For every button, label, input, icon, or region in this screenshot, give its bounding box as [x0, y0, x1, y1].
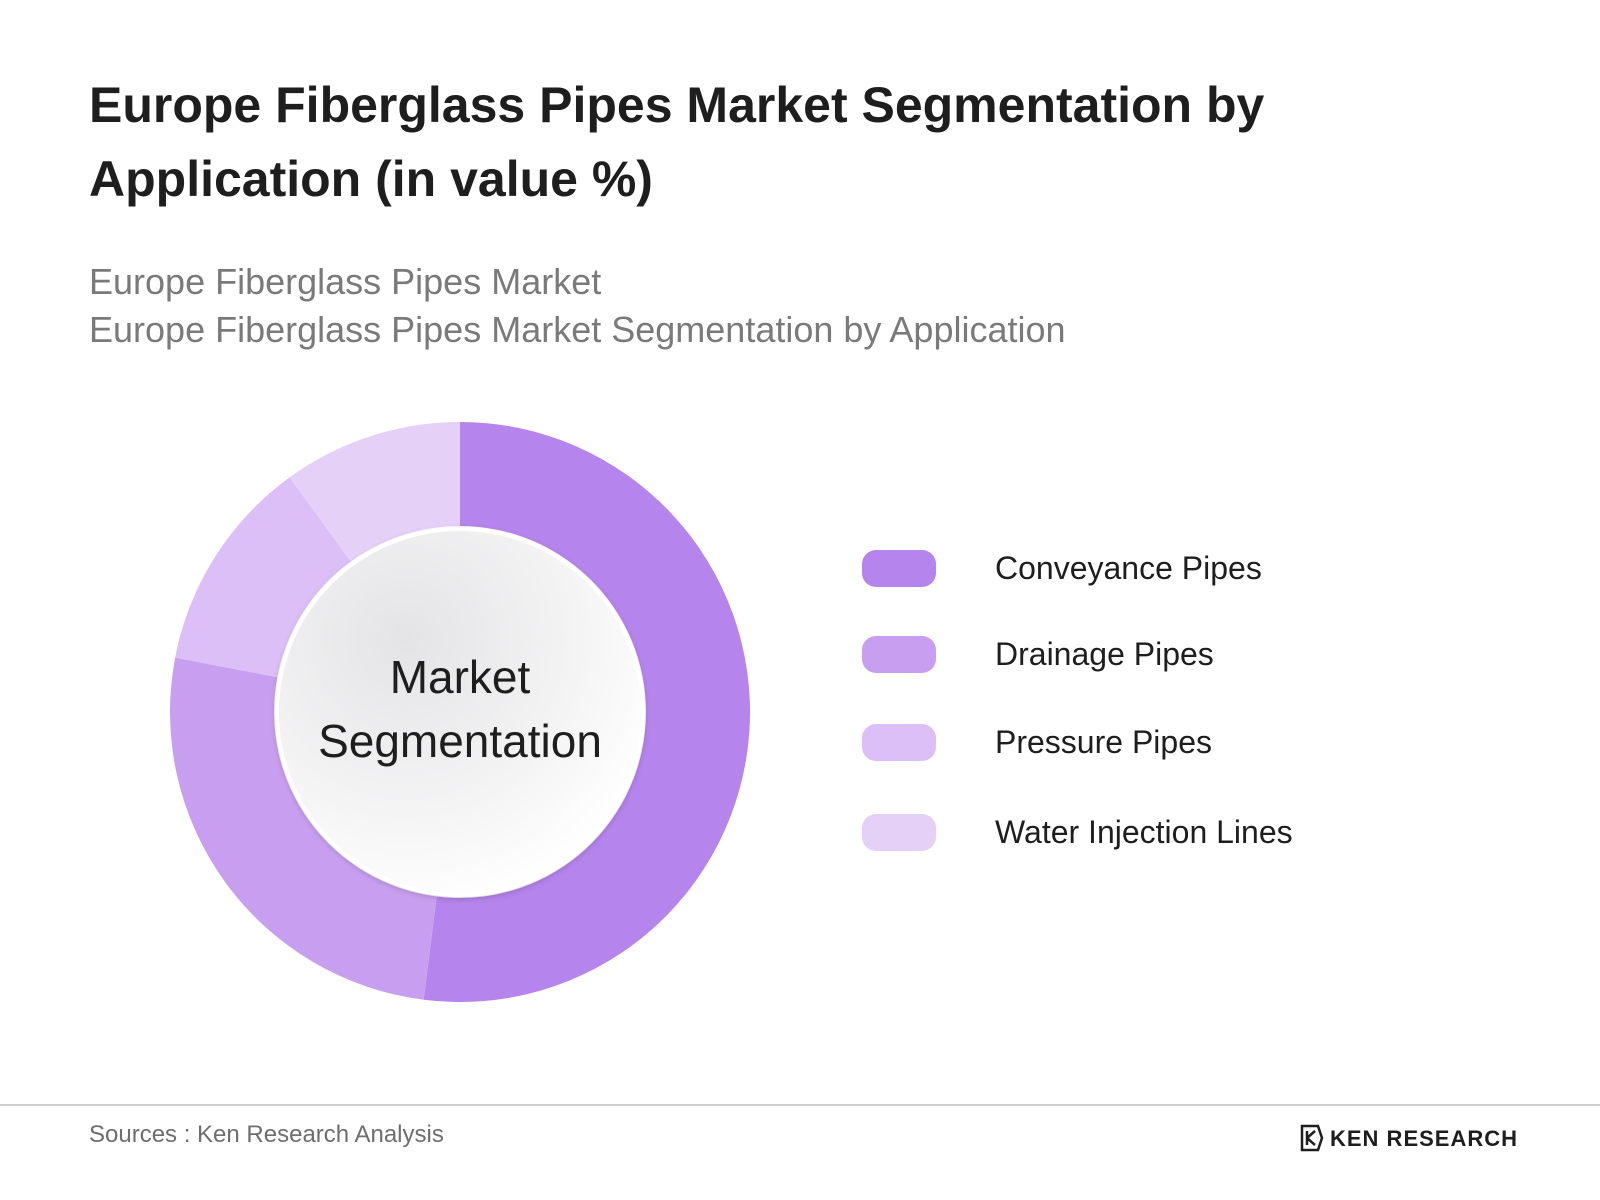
legend-label: Conveyance Pipes: [995, 550, 1262, 586]
donut-slice-drainage-pipes: [169, 657, 437, 1000]
center-label-line-2: Segmentation: [318, 715, 602, 767]
donut-slice-conveyance-pipes: [423, 422, 750, 1003]
footer-divider: [0, 1104, 1600, 1106]
center-label-line-1: Market: [390, 651, 531, 703]
legend-label: Pressure Pipes: [995, 724, 1212, 760]
subtitle-line-2: Europe Fiberglass Pipes Market Segmentat…: [89, 309, 1066, 350]
legend-swatch: [862, 814, 936, 851]
legend-label: Drainage Pipes: [995, 636, 1214, 672]
sources-note: Sources : Ken Research Analysis: [89, 1121, 444, 1148]
subtitle-line-1: Europe Fiberglass Pipes Market: [89, 261, 602, 302]
logo-text: KEN RESEARCH: [1330, 1126, 1519, 1151]
donut-slice-water-injection-lines: [289, 422, 460, 562]
ken-research-logo-icon: [1300, 1124, 1324, 1152]
chart-subtitle: Europe Fiberglass Pipes Market Europe Fi…: [89, 258, 1389, 354]
legend-item-drainage-pipes: Drainage Pipes: [862, 634, 1382, 674]
legend-swatch: [862, 724, 936, 761]
donut-slice-pressure-pipes: [175, 477, 351, 678]
legend-item-water-injection-lines: Water Injection Lines: [862, 812, 1382, 852]
donut-center-disc: [275, 527, 645, 897]
chart-title: Europe Fiberglass Pipes Market Segmentat…: [89, 77, 1265, 207]
donut-chart: Market Segmentation: [169, 422, 750, 1003]
legend-swatch: [862, 550, 936, 587]
legend-label: Water Injection Lines: [995, 814, 1293, 850]
legend-swatch: [862, 636, 936, 673]
legend-item-conveyance-pipes: Conveyance Pipes: [862, 548, 1382, 588]
legend-item-pressure-pipes: Pressure Pipes: [862, 722, 1382, 762]
